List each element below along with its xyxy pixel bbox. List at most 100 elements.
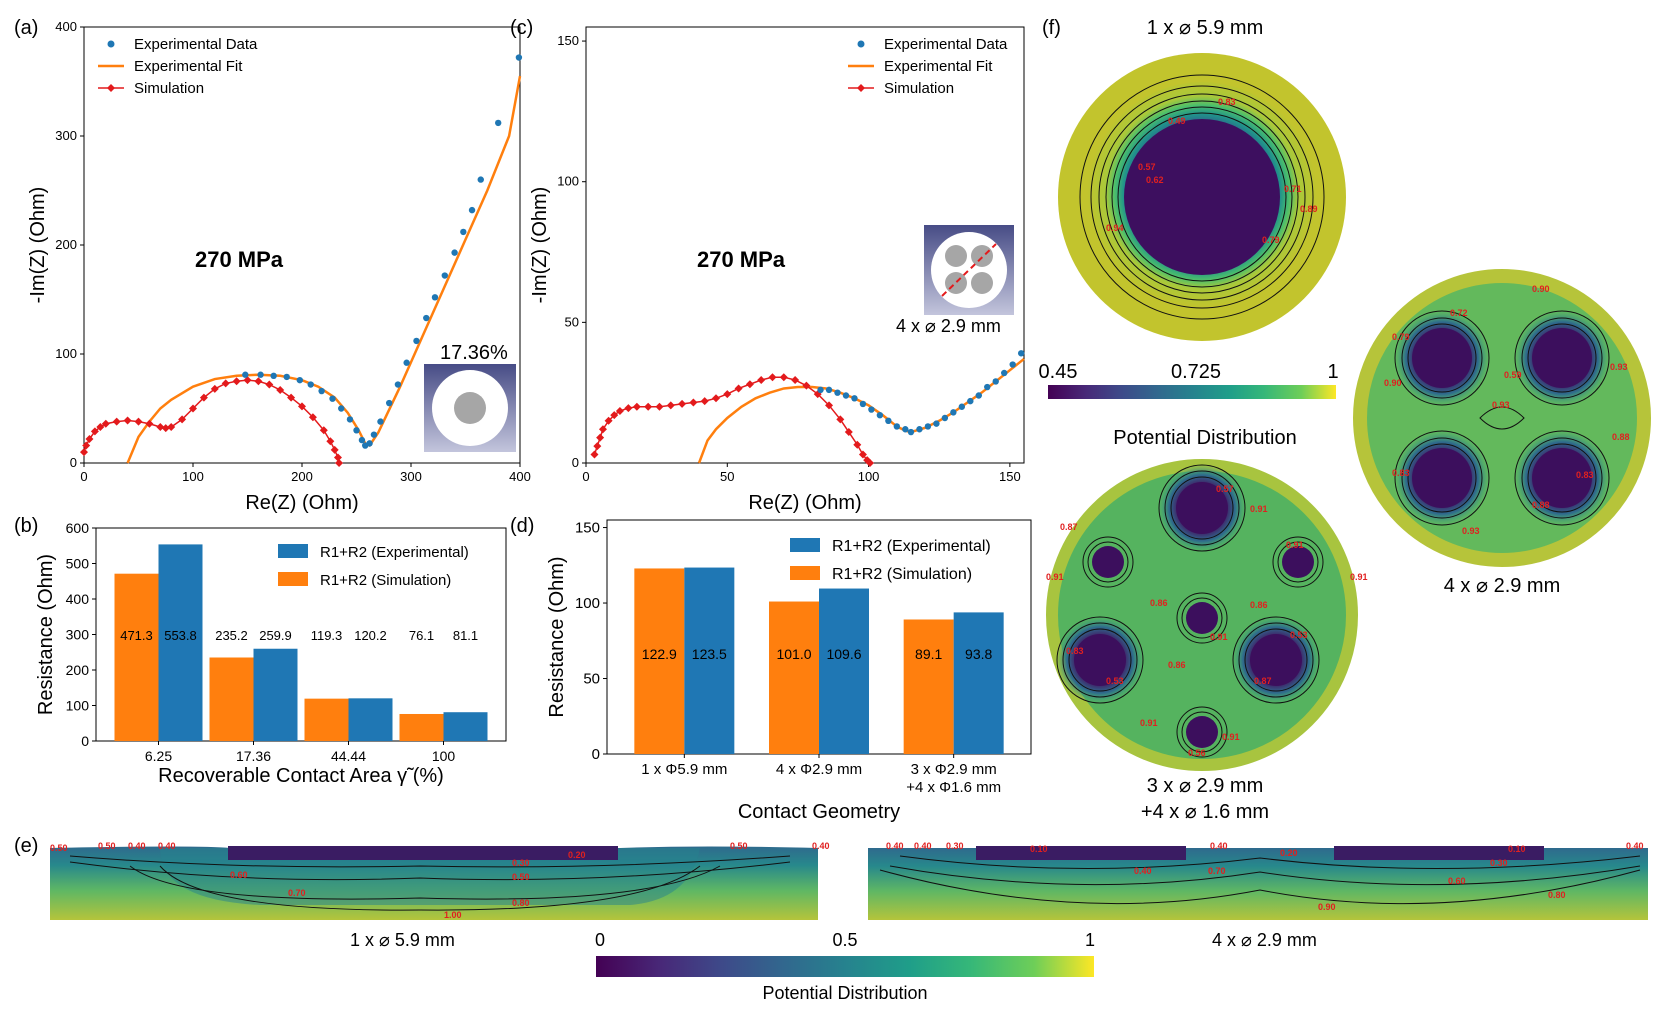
bar-simulation (769, 601, 819, 754)
y-tick-label: 0 (572, 455, 579, 470)
simulation-marker (678, 399, 687, 408)
section-caption-single: 1 x ⌀ 5.9 mm (350, 930, 455, 950)
y-tick-label: 100 (575, 595, 600, 612)
svg-text:0.83: 0.83 (1066, 646, 1084, 656)
x-tick-label: 50 (720, 469, 734, 484)
experimental-data-point (933, 420, 940, 427)
colorbar-f-tick-0: 0.45 (1039, 361, 1078, 383)
svg-text:0.91: 0.91 (1210, 632, 1228, 642)
simulation-marker (865, 459, 874, 467)
svg-text:0.93: 0.93 (1610, 362, 1628, 372)
disc-caption-seven-line1: 3 x ⌀ 2.9 mm (1147, 775, 1264, 797)
legend-label-simulation: R1+R2 (Simulation) (320, 572, 451, 589)
svg-text:0.87: 0.87 (1254, 676, 1272, 686)
simulation-marker (210, 384, 219, 393)
svg-text:0.80: 0.80 (1548, 890, 1566, 900)
series-line-experimental-fit (697, 357, 1025, 464)
svg-text:0.91: 0.91 (1222, 732, 1240, 742)
svg-text:0.60: 0.60 (230, 870, 248, 880)
experimental-data-point (377, 418, 384, 425)
y-tick-label: 0 (592, 746, 600, 763)
svg-text:0.40: 0.40 (1134, 866, 1152, 876)
svg-text:0.10: 0.10 (1508, 844, 1526, 854)
experimental-data-point (885, 417, 892, 425)
experimental-data-point (893, 423, 901, 430)
colorbar-f: 0.45 0.725 1 Potential Distribution (1039, 361, 1339, 449)
y-tick-label: 150 (557, 33, 579, 48)
simulation-marker (711, 394, 720, 403)
svg-text:0.90: 0.90 (1384, 378, 1402, 388)
experimental-data-point (515, 54, 523, 61)
legend-label-simulation: Simulation (134, 80, 204, 97)
simulation-marker (134, 417, 143, 426)
experimental-data-point (346, 416, 354, 423)
y-tick-label: 300 (55, 128, 77, 143)
simulation-marker (768, 373, 777, 382)
svg-text:0.93: 0.93 (1462, 526, 1480, 536)
inset-geometry-label: 4 x ⌀ 2.9 mm (896, 316, 1001, 336)
resistance-bar-chart-b: 0 100 200 300 400 500 600 471.3 553.8 6.25 235.2 25… (35, 520, 507, 787)
simulation-marker (844, 428, 853, 437)
colorbar-e: 0 0.5 1 Potential Distribution (595, 930, 1095, 1003)
bar-value-label-experimental: 109.6 (826, 646, 861, 662)
svg-text:0.57: 0.57 (1138, 162, 1156, 172)
svg-text:0.40: 0.40 (886, 841, 904, 851)
simulation-marker (802, 381, 811, 390)
x-tick-label: 4 x Φ2.9 mm (776, 761, 862, 778)
x-tick-label: 150 (999, 469, 1021, 484)
x-axis-label: Recoverable Contact Area γ̃ (%) (158, 765, 444, 787)
simulation-marker (757, 376, 766, 385)
simulation-marker (825, 401, 834, 410)
svg-text:0.71: 0.71 (1284, 184, 1302, 194)
experimental-data-point (992, 378, 999, 385)
experimental-data-point (825, 386, 833, 394)
experimental-data-point (329, 395, 336, 402)
simulation-marker (604, 416, 613, 425)
y-axis-label: -Im(Z) (Ohm) (27, 187, 49, 304)
experimental-data-point (907, 428, 915, 436)
bar-value-label-simulation: 119.3 (311, 628, 343, 643)
bar-value-label-simulation: 101.0 (776, 646, 811, 662)
experimental-data-point (413, 337, 420, 345)
bar-value-label-experimental: 553.8 (164, 628, 197, 643)
experimental-data-point (477, 176, 484, 183)
experimental-data-point (834, 389, 841, 396)
pressure-annotation: 270 MPa (697, 247, 786, 272)
y-axis-label: Resistance (Ohm) (546, 556, 568, 717)
simulation-marker (221, 379, 230, 388)
simulation-marker (82, 441, 91, 450)
experimental-data-point (353, 427, 360, 434)
simulation-marker (96, 423, 105, 432)
experimental-data-point (984, 383, 991, 391)
experimental-data-point (366, 440, 373, 447)
svg-text:0.79: 0.79 (1262, 235, 1280, 245)
experimental-data-point (257, 371, 264, 378)
simulation-marker (596, 433, 605, 442)
svg-text:0.91: 0.91 (1250, 504, 1268, 514)
svg-text:0.83: 0.83 (1392, 468, 1410, 478)
potential-map-single-disc: 0.83 0.49 0.57 0.62 0.71 0.89 0.94 0.79 (1058, 53, 1346, 341)
y-tick-label: 200 (55, 237, 77, 252)
bar-experimental (443, 712, 488, 741)
series-line-simulation (83, 379, 340, 464)
bar-experimental (253, 648, 298, 741)
x-tick-label: 400 (509, 469, 531, 484)
svg-text:0.50: 0.50 (730, 841, 748, 851)
experimental-data-point (916, 426, 923, 433)
svg-text:0.87: 0.87 (1060, 522, 1078, 532)
svg-text:0.49: 0.49 (1168, 116, 1186, 126)
x-axis-label: Re(Z) (Ohm) (245, 492, 358, 514)
simulation-marker (734, 384, 743, 393)
simulation-marker (298, 402, 306, 411)
bar-value-label-simulation: 89.1 (915, 646, 942, 662)
svg-text:0.91: 0.91 (1140, 718, 1158, 728)
simulation-marker (254, 377, 263, 386)
experimental-data-point (967, 397, 974, 405)
simulation-marker (232, 377, 241, 386)
svg-text:0.86: 0.86 (1150, 598, 1168, 608)
y-tick-label: 100 (66, 698, 90, 714)
experimental-data-point (358, 436, 366, 444)
panel-label-a: (a) (14, 17, 38, 39)
panel-label-d: (d) (510, 515, 534, 537)
bar-experimental (684, 567, 735, 754)
